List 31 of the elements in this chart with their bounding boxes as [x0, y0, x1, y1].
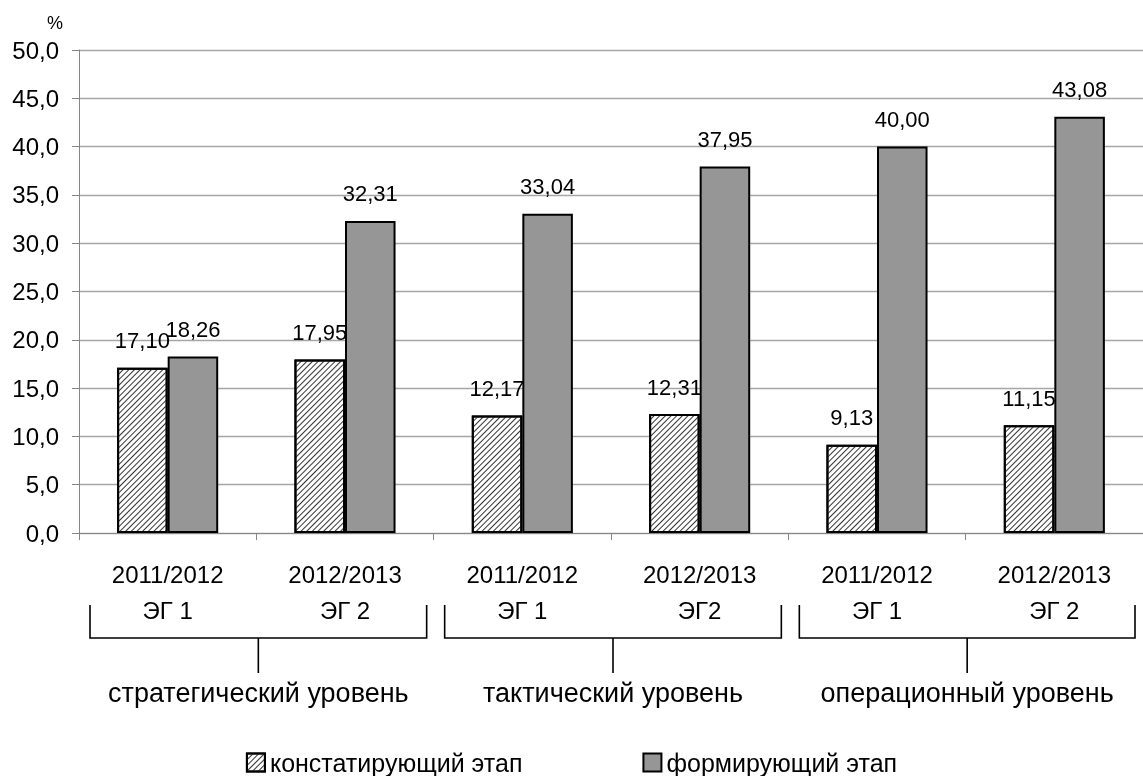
data-label: 43,08 [1052, 77, 1108, 103]
data-label: 9,13 [830, 405, 874, 431]
data-label: 17,95 [292, 320, 348, 346]
legend-label: формирующий этап [666, 748, 898, 776]
text: тактический уровень [483, 678, 743, 708]
y-axis-title: % [46, 13, 63, 33]
y-tick-label: 35,0 [12, 181, 59, 209]
y-tick-label: 0,0 [25, 519, 59, 547]
y-tick-label: 10,0 [12, 422, 59, 450]
y-tick-label: 40,0 [12, 133, 59, 161]
legend-label: констатирующий этап [269, 748, 523, 776]
data-label: 37,95 [697, 126, 753, 152]
data-label: 40,00 [874, 107, 930, 133]
y-tick-label: 30,0 [12, 229, 59, 257]
x-tick-label: 2011/2012 ЭГ 1 [111, 560, 224, 624]
data-label: 33,04 [520, 174, 576, 200]
data-label: 12,31 [646, 374, 702, 400]
y-tick-label: 25,0 [12, 278, 59, 305]
y-tick-label: 5,0 [25, 471, 59, 499]
y-tick-label: 45,0 [12, 84, 59, 112]
x-tick-label: 2012/2013 ЭГ2 [642, 560, 757, 624]
x-tick-label: 2012/2013 ЭГ 2 [288, 560, 402, 624]
text: стратегический уровень [108, 678, 409, 708]
y-tick-label: 50,0 [12, 36, 59, 64]
x-tick-label: 2011/2012 ЭГ 1 [466, 560, 579, 624]
y-tick-label: 15,0 [12, 374, 59, 402]
x-tick-label: 2012/2013 ЭГ 2 [997, 560, 1112, 624]
data-label: 32,31 [342, 181, 398, 207]
x-tick-label: 2011/2012 ЭГ 1 [821, 560, 933, 624]
y-tick-label: 20,0 [12, 326, 59, 354]
text: операционный уровень [820, 678, 1114, 708]
